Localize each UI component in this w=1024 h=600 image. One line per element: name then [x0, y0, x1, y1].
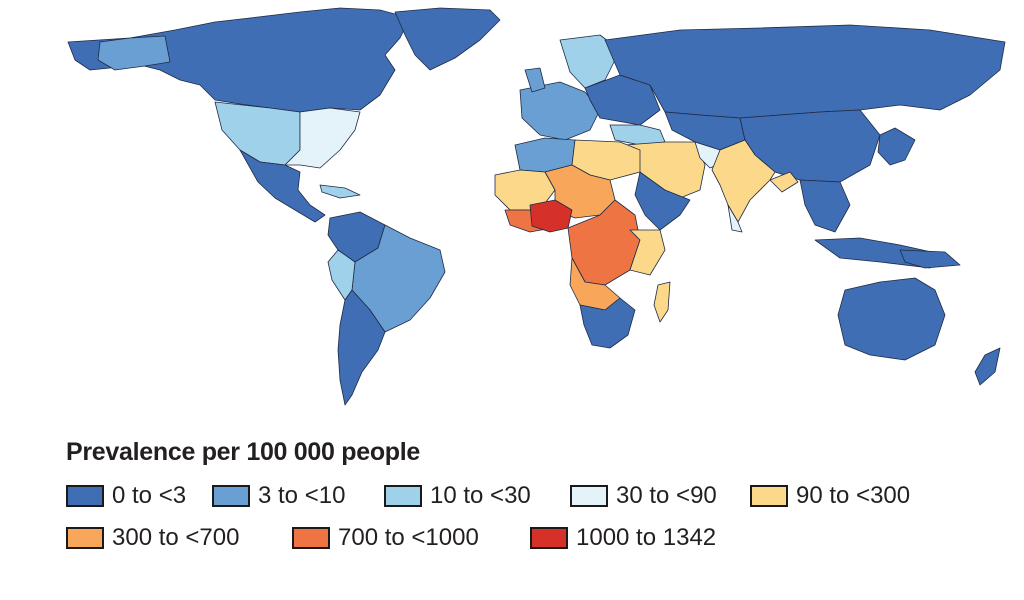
region-southern-africa — [579, 297, 636, 349]
legend-label: 30 to <90 — [616, 482, 717, 509]
legend-item-5: 300 to <700 — [66, 523, 239, 553]
legend-swatch — [530, 527, 568, 549]
region-europe-west — [519, 81, 601, 141]
region-caribbean — [319, 184, 361, 199]
legend-title: Prevalence per 100 000 people — [66, 438, 421, 466]
legend-swatch — [292, 527, 330, 549]
legend-swatch — [384, 485, 422, 507]
region-korea-japan — [877, 127, 916, 166]
region-australia — [837, 277, 946, 361]
legend-label: 1000 to 1342 — [576, 524, 717, 551]
legend-item-6: 700 to <1000 — [292, 523, 479, 553]
region-mexico — [239, 149, 326, 223]
legend-swatch — [570, 485, 608, 507]
region-north-america-north — [67, 7, 411, 113]
legend-item-7: 1000 to 1342 — [530, 523, 716, 553]
region-usa-east — [284, 107, 361, 169]
legend-item-2: 10 to <30 — [384, 481, 531, 511]
region-madagascar — [653, 281, 671, 323]
region-india-south — [727, 204, 743, 233]
legend-label: 300 to <700 — [112, 524, 240, 551]
region-bangladesh — [769, 171, 799, 193]
region-horn-of-africa — [634, 171, 691, 231]
region-sahel-west — [494, 169, 556, 211]
region-india — [711, 139, 776, 223]
region-south-america-south — [337, 289, 386, 406]
region-alaska — [97, 35, 171, 71]
region-southeast-asia — [799, 179, 851, 233]
region-usa-west — [214, 101, 301, 166]
world-choropleth-map — [67, 7, 1006, 406]
legend-label: 90 to <300 — [796, 482, 911, 509]
legend-swatch — [750, 485, 788, 507]
region-papua — [899, 249, 961, 269]
region-scandinavia — [559, 34, 621, 89]
region-uk — [524, 67, 546, 93]
legend-label: 10 to <30 — [430, 482, 531, 509]
legend-swatch — [66, 527, 104, 549]
legend-item-1: 3 to <10 — [212, 481, 345, 511]
legend-item-4: 90 to <300 — [750, 481, 910, 511]
region-greenland — [394, 7, 501, 71]
region-new-zealand — [974, 347, 1001, 386]
legend-item-0: 0 to <3 — [66, 481, 186, 511]
legend-swatch — [66, 485, 104, 507]
region-east-africa — [629, 229, 666, 276]
legend-label: 0 to <3 — [112, 482, 187, 509]
legend-label: 3 to <10 — [258, 482, 346, 509]
region-russia — [604, 24, 1006, 119]
legend-swatch — [212, 485, 250, 507]
legend-item-3: 30 to <90 — [570, 481, 717, 511]
legend-label: 700 to <1000 — [338, 524, 479, 551]
